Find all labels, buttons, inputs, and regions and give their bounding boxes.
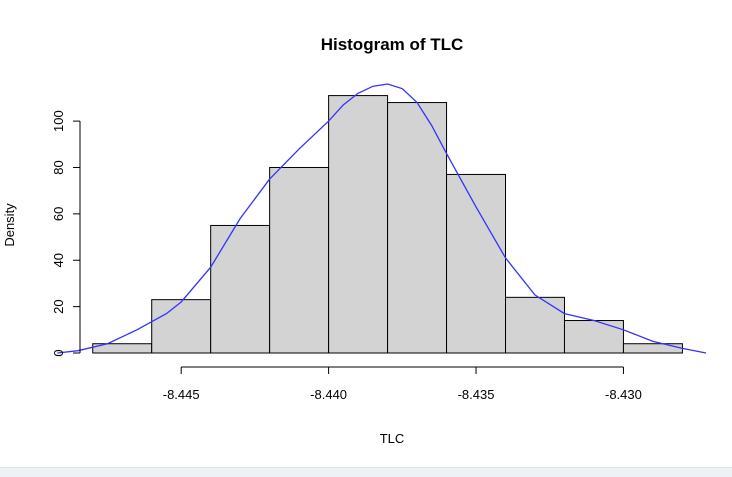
histogram-bar [446, 173, 507, 354]
histogram-bar [505, 296, 565, 354]
histogram-bar [622, 343, 683, 354]
histogram-bar [151, 299, 212, 354]
x-tick-label: -8.445 [163, 387, 200, 402]
y-axis: 0 20 40 60 80 100 [51, 110, 81, 357]
histogram-bar [210, 224, 271, 354]
x-axis: -8.445 -8.440 -8.435 -8.430 [163, 366, 642, 402]
y-tick-label: 0 [51, 349, 66, 356]
x-tick-label: -8.430 [605, 387, 642, 402]
histogram-chart: Histogram of TLC -8.445 -8.440 -8.435 -8.43… [2, 35, 707, 446]
chart-title: Histogram of TLC [321, 35, 464, 54]
density-curve [57, 83, 707, 354]
histogram-bar [269, 166, 330, 354]
y-axis-label: Density [2, 203, 17, 247]
x-tick-label: -8.440 [310, 387, 347, 402]
bars-group [92, 95, 683, 354]
histogram-bar [387, 102, 448, 354]
y-tick-label: 20 [51, 299, 66, 313]
x-tick-label: -8.435 [458, 387, 495, 402]
histogram-bar [328, 95, 389, 354]
y-tick-label: 80 [51, 160, 66, 174]
window-bottom-strip [0, 467, 732, 477]
y-tick-label: 100 [51, 110, 66, 132]
histogram-bar [563, 320, 624, 354]
y-tick-label: 60 [51, 207, 66, 221]
y-tick-label: 40 [51, 253, 66, 267]
x-axis-label: TLC [380, 431, 405, 446]
